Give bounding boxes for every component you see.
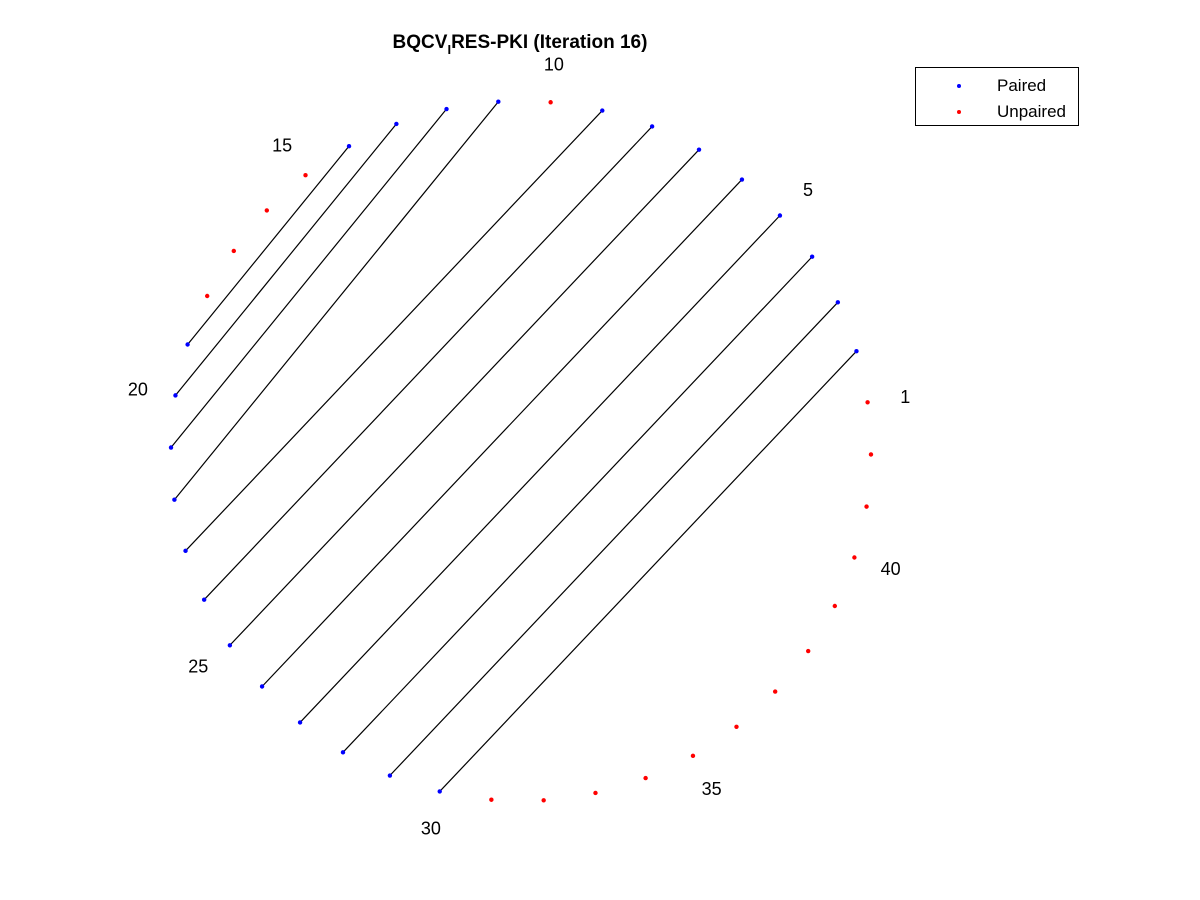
paired-position-9	[600, 108, 605, 113]
pair-link-8-24	[203, 126, 653, 601]
paired-marker	[957, 84, 961, 88]
unpaired-position-31	[489, 797, 494, 802]
chart-title: BQCVIRES-PKI (Iteration 16)	[0, 32, 1040, 57]
pair-link-6-26	[261, 179, 743, 687]
unpaired-position-39	[832, 603, 838, 609]
pair-link-14-19	[187, 145, 350, 345]
unpaired-position-40	[852, 555, 857, 560]
unpaired-position-17	[231, 248, 236, 254]
position-label-35: 35	[702, 779, 722, 799]
position-label-25: 25	[188, 656, 208, 676]
paired-position-6	[739, 177, 745, 182]
paired-position-11	[496, 99, 501, 104]
unpaired-position-42	[868, 452, 874, 457]
paired-position-12	[444, 106, 449, 112]
position-label-40: 40	[881, 559, 901, 579]
unpaired-position-15	[303, 172, 308, 178]
title-subscript: I	[447, 42, 452, 57]
unpaired-position-35	[690, 753, 696, 759]
position-label-15: 15	[272, 135, 292, 155]
unpaired-marker	[957, 110, 961, 114]
position-label-30: 30	[421, 818, 441, 838]
pair-link-4-28	[342, 256, 813, 753]
pair-link-11-22	[173, 101, 499, 501]
pair-link-2-30	[439, 350, 857, 792]
position-label-10: 10	[544, 54, 564, 74]
paired-position-19	[185, 342, 190, 347]
unpaired-position-38	[806, 648, 811, 654]
paired-position-28	[340, 750, 346, 755]
paired-position-13	[394, 121, 399, 127]
paired-position-24	[201, 597, 207, 602]
unpaired-position-32	[541, 798, 546, 803]
position-label-5: 5	[803, 180, 813, 200]
paired-position-14	[346, 143, 352, 149]
legend: Paired Unpaired	[915, 67, 1079, 126]
position-label-20: 20	[128, 379, 148, 399]
unpaired-position-36	[734, 724, 739, 730]
unpaired-position-10	[548, 100, 553, 105]
pair-link-7-25	[229, 149, 700, 646]
legend-item-unpaired: Unpaired	[916, 101, 1080, 123]
pair-link-13-20	[174, 123, 397, 396]
pair-link-3-29	[389, 301, 839, 776]
unpaired-position-34	[643, 775, 648, 781]
position-dots	[168, 99, 874, 803]
unpaired-position-18	[204, 293, 210, 299]
unpaired-position-37	[772, 689, 778, 694]
legend-label-unpaired: Unpaired	[997, 102, 1066, 121]
paired-position-25	[227, 643, 233, 648]
legend-item-paired: Paired	[916, 75, 1080, 97]
pair-link-5-27	[299, 215, 781, 723]
unpaired-position-41	[864, 504, 869, 509]
paired-position-22	[172, 497, 177, 502]
paired-position-2	[854, 348, 859, 354]
pair-links	[170, 101, 857, 792]
unpaired-position-1	[865, 400, 870, 405]
paired-position-4	[809, 254, 815, 259]
paired-position-8	[649, 124, 655, 129]
title-prefix: BQCV	[392, 32, 448, 53]
legend-label-paired: Paired	[997, 76, 1047, 95]
paired-position-3	[835, 300, 841, 305]
pair-link-12-21	[170, 108, 447, 448]
paired-position-29	[387, 773, 393, 778]
paired-position-7	[696, 147, 702, 152]
paired-position-20	[173, 393, 178, 398]
title-suffix: RES-PKI (Iteration 16)	[451, 32, 648, 53]
paired-position-30	[437, 789, 442, 794]
paired-position-26	[259, 684, 265, 689]
pair-link-9-23	[185, 110, 603, 552]
unpaired-position-33	[593, 790, 598, 796]
paired-position-5	[777, 213, 783, 218]
unpaired-position-16	[264, 208, 270, 213]
paired-position-23	[183, 548, 188, 554]
position-label-1: 1	[900, 387, 910, 407]
paired-position-27	[297, 720, 303, 725]
paired-position-21	[168, 445, 174, 450]
